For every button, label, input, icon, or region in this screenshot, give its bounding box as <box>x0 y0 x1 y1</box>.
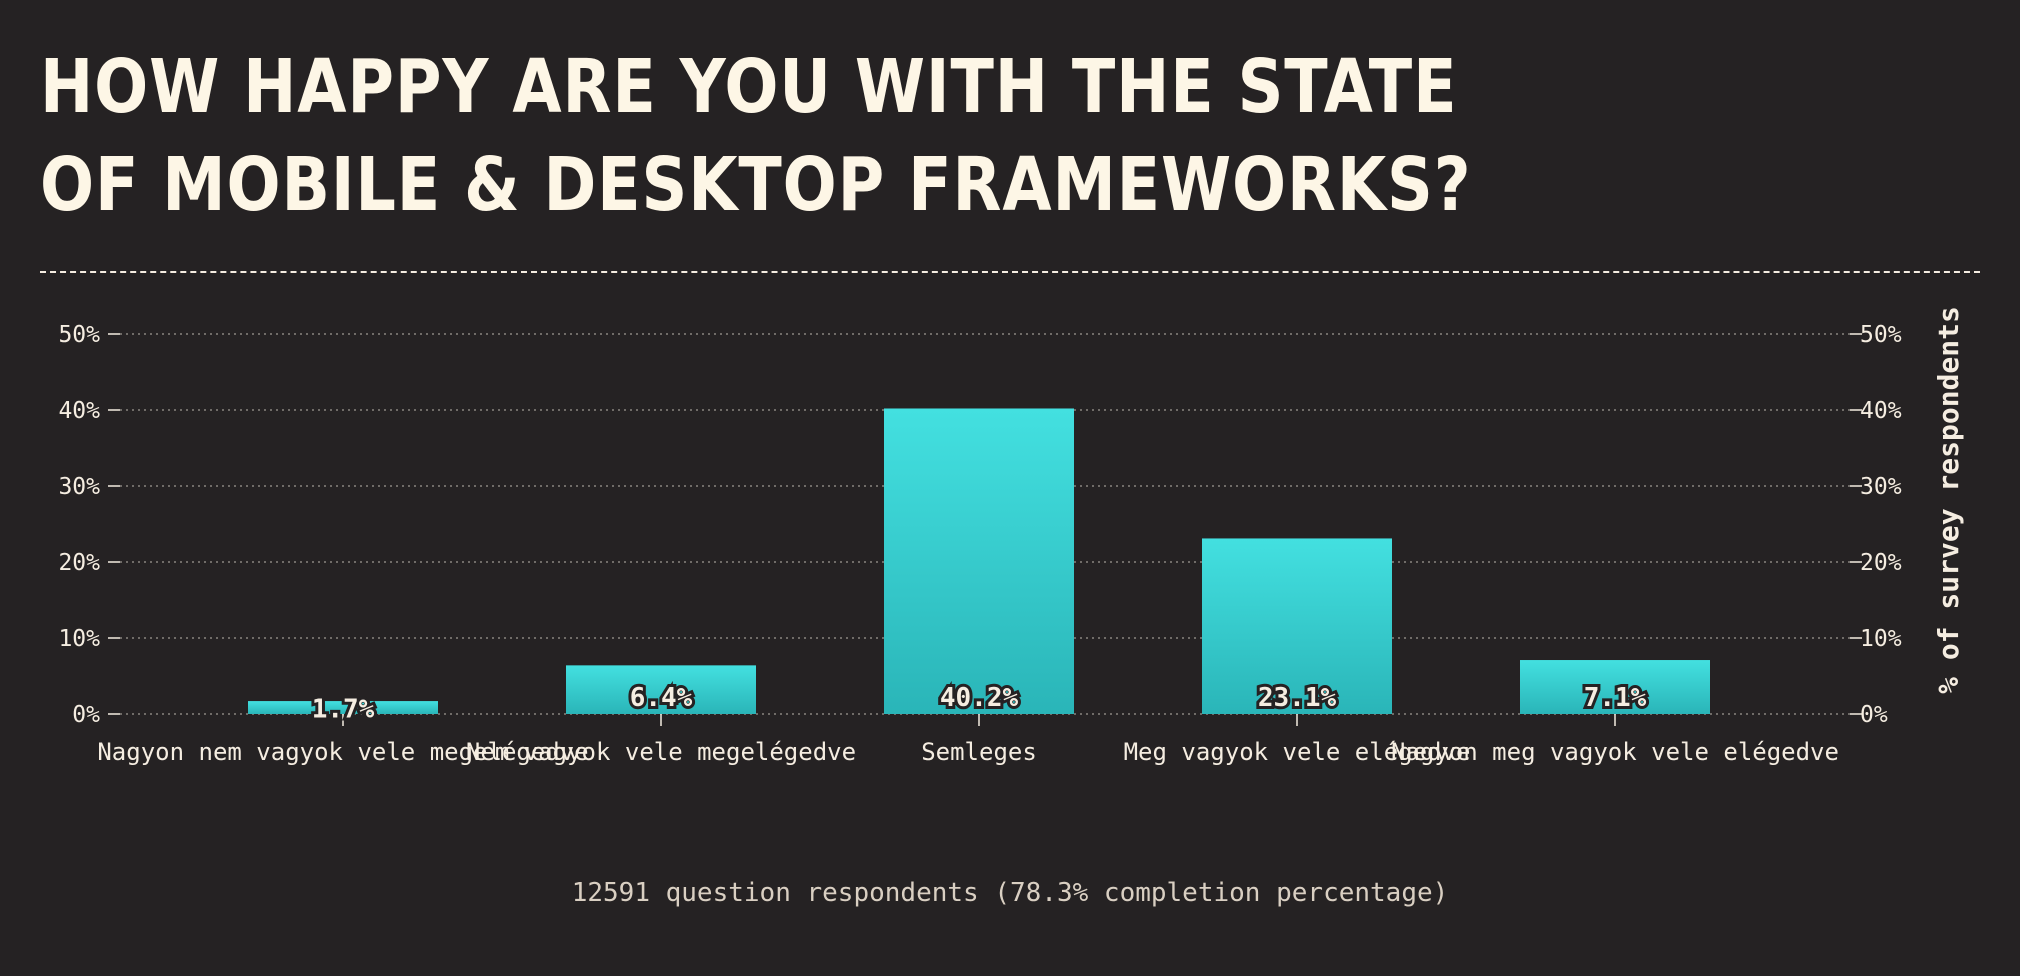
bar-0 <box>248 701 438 714</box>
respondents-footer: 12591 question respondents (78.3% comple… <box>571 878 1449 908</box>
y-tick-label-right: 20% <box>1860 550 1902 576</box>
y-tick-label-left: 20% <box>58 550 100 576</box>
y-tick-label-right: 0% <box>1860 702 1888 728</box>
y-axis-title: % of survey respondents <box>1932 306 1965 694</box>
x-category-label: Semleges <box>921 738 1037 766</box>
y-tick-label-left: 40% <box>58 398 100 424</box>
bar-value-label: 23.1% <box>1258 683 1337 713</box>
y-tick-label-right: 50% <box>1860 322 1902 348</box>
y-tick-label-right: 30% <box>1860 474 1902 500</box>
page-title: HOW HAPPY ARE YOU WITH THE STATE OF MOBI… <box>40 44 1472 228</box>
x-category-label: Nagyon nem vagyok vele megelégedve <box>97 738 588 766</box>
bar-3 <box>1202 538 1392 714</box>
bar-value-label: 6.4% <box>630 683 693 713</box>
y-tick-label-right: 10% <box>1860 626 1902 652</box>
y-tick-label-left: 30% <box>58 474 100 500</box>
bar-4 <box>1520 660 1710 714</box>
bar-1 <box>566 665 756 714</box>
y-tick-label-right: 40% <box>1860 398 1902 424</box>
x-category-label: Nagyon meg vagyok vele elégedve <box>1391 738 1839 766</box>
y-tick-label-left: 50% <box>58 322 100 348</box>
bar-value-label: 40.2% <box>940 683 1019 713</box>
bar-chart: 0% 0% 10% 10% 20% 20% 30% 30% 40% 40% 50% 50% 1.7% N… <box>58 306 1965 766</box>
y-tick-label-left: 10% <box>58 626 100 652</box>
bar-value-label: 7.1% <box>1584 683 1647 713</box>
x-category-label: Nem vagyok vele megelégedve <box>466 738 856 766</box>
x-category-label: Meg vagyok vele elégedve <box>1124 738 1471 766</box>
y-tick-label-left: 0% <box>72 702 100 728</box>
bar-value-label: 1.7% <box>312 695 375 725</box>
bar-2 <box>884 408 1074 714</box>
title-divider <box>40 271 1980 273</box>
